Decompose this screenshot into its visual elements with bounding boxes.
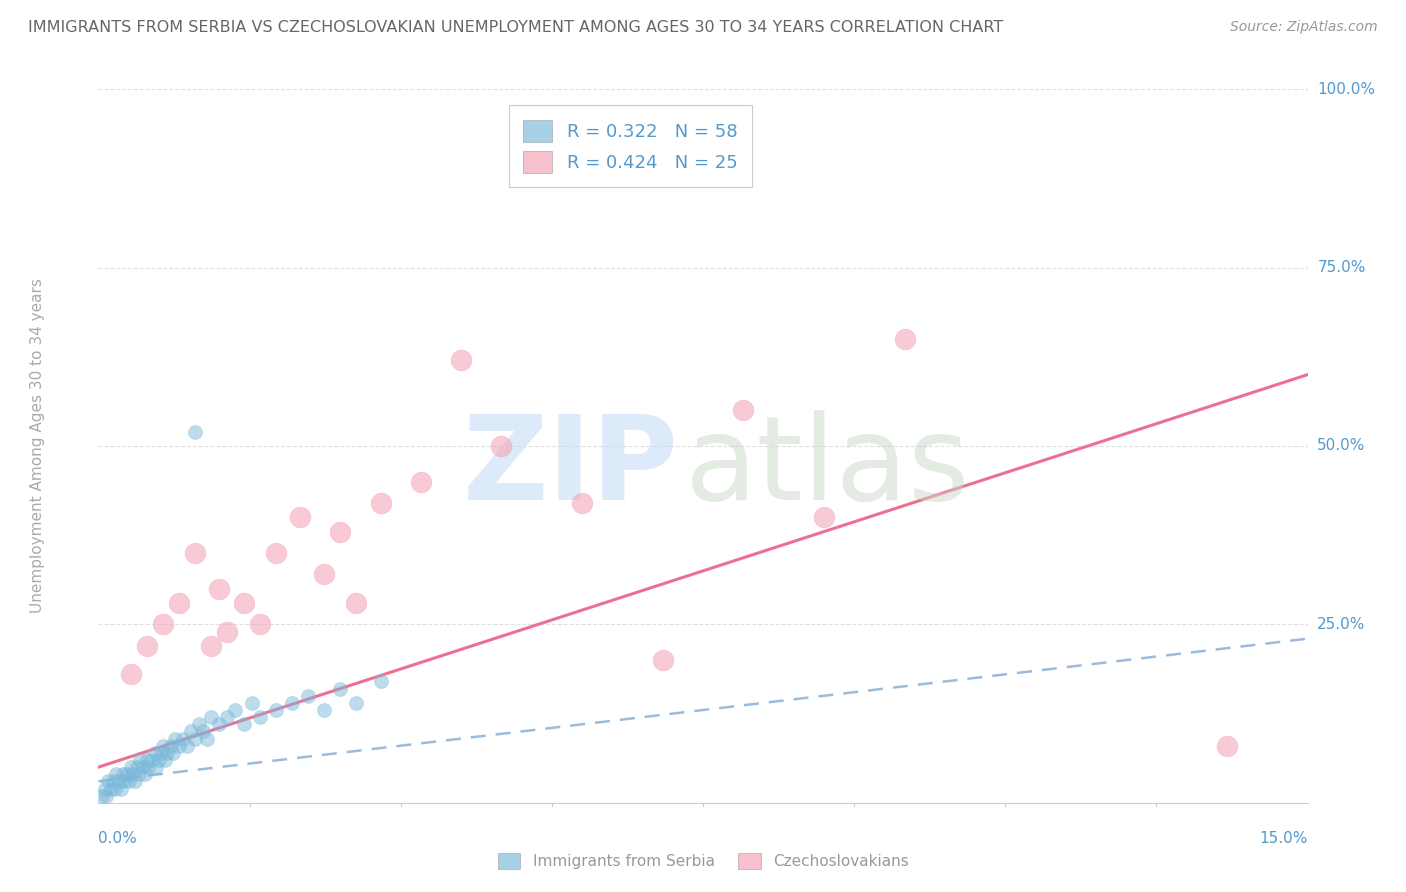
Point (193, 724, 215, 739)
Point (162, 746, 184, 760)
Text: 15.0%: 15.0% (1260, 831, 1308, 847)
Point (651, 653, 673, 667)
Point (163, 731, 186, 746)
Point (110, 781, 132, 796)
Point (145, 760, 167, 774)
Point (314, 703, 336, 717)
Point (143, 746, 166, 760)
Point (232, 717, 254, 731)
Point (184, 546, 207, 560)
Point (129, 753, 152, 767)
Text: atlas: atlas (685, 410, 970, 524)
Point (240, 696, 263, 710)
Point (94, 781, 117, 796)
Point (249, 710, 271, 724)
Point (733, 403, 755, 417)
Text: 0.0%: 0.0% (98, 831, 138, 847)
Text: 100.0%: 100.0% (1317, 82, 1375, 96)
Point (571, 496, 593, 510)
Text: ZIP: ZIP (463, 410, 679, 524)
Text: Source: ZipAtlas.com: Source: ZipAtlas.com (1230, 20, 1378, 34)
Point (135, 639, 157, 653)
Point (127, 760, 149, 774)
Point (156, 746, 179, 760)
Point (111, 767, 134, 781)
Legend: R = 0.322   N = 58, R = 0.424   N = 25: R = 0.322 N = 58, R = 0.424 N = 25 (509, 105, 752, 187)
Point (138, 760, 160, 774)
Point (124, 774, 146, 789)
Point (121, 767, 143, 781)
Point (153, 753, 176, 767)
Point (264, 703, 287, 717)
Point (1216, 739, 1239, 753)
Point (232, 596, 254, 610)
Point (344, 596, 367, 610)
Point (100, 781, 122, 796)
Text: Unemployment Among Ages 30 to 34 years: Unemployment Among Ages 30 to 34 years (31, 278, 45, 614)
Point (167, 739, 190, 753)
Point (208, 582, 231, 596)
Point (217, 624, 239, 639)
Point (297, 689, 319, 703)
Point (329, 524, 352, 539)
Point (135, 753, 157, 767)
Point (491, 439, 513, 453)
Point (97, 774, 120, 789)
Point (288, 510, 311, 524)
Point (120, 667, 142, 681)
Point (150, 746, 173, 760)
Point (370, 674, 392, 689)
Point (344, 696, 367, 710)
Point (120, 760, 142, 774)
Point (329, 681, 352, 696)
Point (893, 332, 915, 346)
Point (314, 567, 336, 582)
Point (200, 710, 222, 724)
Legend: Immigrants from Serbia, Czechoslovakians: Immigrants from Serbia, Czechoslovakians (492, 847, 914, 875)
Point (152, 617, 174, 632)
Point (115, 767, 138, 781)
Point (128, 767, 150, 781)
Point (264, 546, 287, 560)
Text: 25.0%: 25.0% (1317, 617, 1365, 632)
Point (281, 696, 304, 710)
Point (103, 781, 125, 796)
Point (91, 789, 114, 803)
Point (208, 717, 231, 731)
Text: 75.0%: 75.0% (1317, 260, 1365, 275)
Point (152, 739, 174, 753)
Point (188, 717, 211, 731)
Point (184, 731, 207, 746)
Text: 50.0%: 50.0% (1317, 439, 1365, 453)
Point (172, 731, 194, 746)
Point (139, 753, 162, 767)
Point (249, 617, 271, 632)
Point (813, 510, 835, 524)
Point (112, 774, 135, 789)
Point (176, 739, 198, 753)
Point (167, 596, 190, 610)
Point (148, 753, 170, 767)
Point (118, 774, 141, 789)
Point (409, 475, 432, 489)
Point (450, 353, 472, 368)
Point (180, 724, 202, 739)
Point (107, 774, 129, 789)
Point (224, 703, 246, 717)
Point (184, 425, 207, 439)
Point (160, 739, 183, 753)
Point (370, 496, 392, 510)
Point (134, 767, 156, 781)
Point (101, 774, 124, 789)
Point (105, 767, 128, 781)
Point (217, 710, 239, 724)
Text: IMMIGRANTS FROM SERBIA VS CZECHOSLOVAKIAN UNEMPLOYMENT AMONG AGES 30 TO 34 YEARS: IMMIGRANTS FROM SERBIA VS CZECHOSLOVAKIA… (28, 20, 1004, 35)
Point (132, 760, 155, 774)
Point (195, 731, 218, 746)
Point (200, 639, 222, 653)
Point (96, 789, 118, 803)
